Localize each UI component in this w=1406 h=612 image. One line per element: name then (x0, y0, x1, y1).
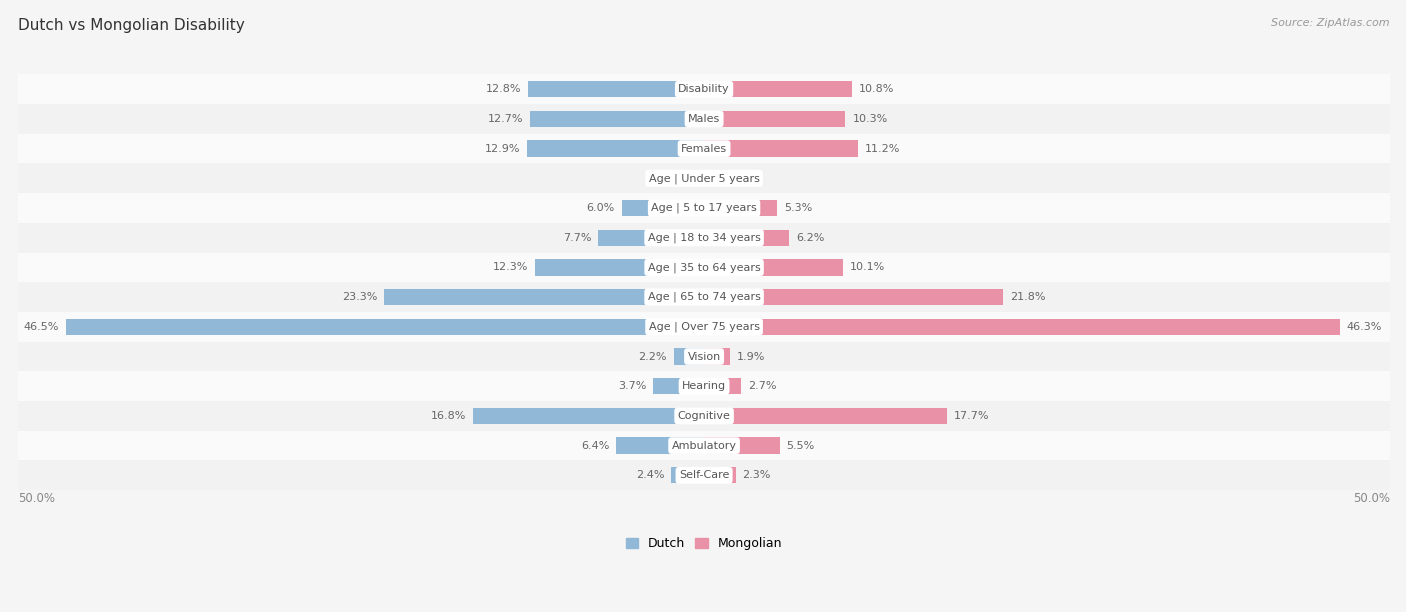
Bar (474, 408, 704, 424)
Bar (673, 348, 704, 365)
Bar (671, 467, 704, 483)
Bar (704, 259, 842, 275)
Text: 7.7%: 7.7% (562, 233, 592, 243)
Text: 2.2%: 2.2% (638, 351, 666, 362)
Text: 17.7%: 17.7% (953, 411, 990, 421)
Text: Females: Females (681, 144, 727, 154)
Text: 5.5%: 5.5% (786, 441, 814, 450)
Text: 10.8%: 10.8% (859, 84, 894, 94)
Bar (18, 401, 1391, 431)
Text: 1.7%: 1.7% (645, 173, 673, 184)
Text: 1.9%: 1.9% (737, 351, 765, 362)
Text: 3.7%: 3.7% (619, 381, 647, 391)
Text: Self-Care: Self-Care (679, 470, 730, 480)
Text: 1.1%: 1.1% (725, 173, 754, 184)
Text: Vision: Vision (688, 351, 721, 362)
Bar (704, 200, 778, 216)
Bar (704, 170, 720, 187)
Text: 2.7%: 2.7% (748, 381, 776, 391)
Text: 16.8%: 16.8% (432, 411, 467, 421)
Text: 50.0%: 50.0% (1354, 492, 1391, 505)
Bar (18, 163, 1391, 193)
Text: Age | 5 to 17 years: Age | 5 to 17 years (651, 203, 756, 213)
Text: 6.4%: 6.4% (581, 441, 609, 450)
Bar (704, 378, 741, 394)
Bar (18, 74, 1391, 104)
Legend: Dutch, Mongolian: Dutch, Mongolian (620, 532, 787, 556)
Text: 12.8%: 12.8% (486, 84, 522, 94)
Text: 12.9%: 12.9% (485, 144, 520, 154)
Text: 11.2%: 11.2% (865, 144, 900, 154)
Bar (18, 341, 1391, 371)
Text: Disability: Disability (678, 84, 730, 94)
Bar (527, 140, 704, 157)
Bar (18, 104, 1391, 134)
Text: 10.1%: 10.1% (849, 263, 884, 272)
Text: 46.3%: 46.3% (1347, 322, 1382, 332)
Bar (654, 378, 704, 394)
Text: 50.0%: 50.0% (18, 492, 55, 505)
Bar (704, 289, 1004, 305)
Text: 21.8%: 21.8% (1011, 292, 1046, 302)
Bar (18, 282, 1391, 312)
Bar (18, 460, 1391, 490)
Text: Age | 65 to 74 years: Age | 65 to 74 years (648, 292, 761, 302)
Text: Cognitive: Cognitive (678, 411, 731, 421)
Bar (599, 230, 704, 246)
Text: 10.3%: 10.3% (852, 114, 887, 124)
Bar (704, 438, 779, 453)
Bar (18, 253, 1391, 282)
Text: Age | Over 75 years: Age | Over 75 years (648, 321, 759, 332)
Bar (18, 312, 1391, 341)
Text: 2.3%: 2.3% (742, 470, 770, 480)
Bar (536, 259, 704, 275)
Text: Hearing: Hearing (682, 381, 725, 391)
Text: 23.3%: 23.3% (342, 292, 377, 302)
Bar (621, 200, 704, 216)
Bar (530, 111, 704, 127)
Bar (18, 371, 1391, 401)
Text: Age | Under 5 years: Age | Under 5 years (648, 173, 759, 184)
Bar (384, 289, 704, 305)
Bar (704, 319, 1340, 335)
Text: 12.7%: 12.7% (488, 114, 523, 124)
Bar (529, 81, 704, 97)
Text: 46.5%: 46.5% (24, 322, 59, 332)
Bar (704, 111, 845, 127)
Text: 12.3%: 12.3% (494, 263, 529, 272)
Bar (704, 81, 852, 97)
Bar (681, 170, 704, 187)
Text: 5.3%: 5.3% (783, 203, 811, 213)
Text: Dutch vs Mongolian Disability: Dutch vs Mongolian Disability (18, 18, 245, 34)
Text: Age | 18 to 34 years: Age | 18 to 34 years (648, 233, 761, 243)
Text: 6.2%: 6.2% (796, 233, 824, 243)
Bar (18, 193, 1391, 223)
Text: 2.4%: 2.4% (636, 470, 664, 480)
Text: 6.0%: 6.0% (586, 203, 614, 213)
Bar (18, 223, 1391, 253)
Bar (616, 438, 704, 453)
Bar (18, 134, 1391, 163)
Bar (66, 319, 704, 335)
Text: Ambulatory: Ambulatory (672, 441, 737, 450)
Text: Males: Males (688, 114, 720, 124)
Text: Source: ZipAtlas.com: Source: ZipAtlas.com (1271, 18, 1389, 28)
Bar (704, 408, 948, 424)
Bar (704, 230, 789, 246)
Bar (704, 467, 735, 483)
Bar (704, 348, 730, 365)
Text: Age | 35 to 64 years: Age | 35 to 64 years (648, 262, 761, 273)
Bar (18, 431, 1391, 460)
Bar (704, 140, 858, 157)
